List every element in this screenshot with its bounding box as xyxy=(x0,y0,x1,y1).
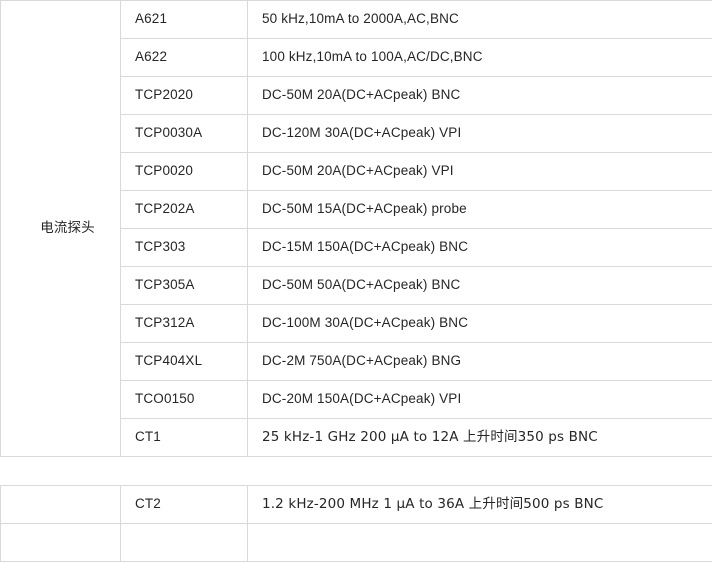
description-cell: DC-50M 50A(DC+ACpeak) BNC xyxy=(248,267,712,305)
model-cell: TCP2020 xyxy=(121,77,248,115)
description-cell: DC-100M 30A(DC+ACpeak) BNC xyxy=(248,305,712,343)
model-cell: A622 xyxy=(121,39,248,77)
model-cell: TCP305A xyxy=(121,267,248,305)
description-cell: 100 kHz,10mA to 100A,AC/DC,BNC xyxy=(248,39,712,77)
category-cell: 电流探头 xyxy=(1,1,121,457)
model-cell: TCP312A xyxy=(121,305,248,343)
description-cell: DC-2M 750A(DC+ACpeak) BNG xyxy=(248,343,712,381)
category-cell-continued xyxy=(1,524,121,562)
model-cell: TCP404XL xyxy=(121,343,248,381)
description-cell: 25 kHz-1 GHz 200 μA to 12A 上升时间350 ps BN… xyxy=(248,419,712,457)
table-row: CT2 1.2 kHz-200 MHz 1 μA to 36A 上升时间500 … xyxy=(1,486,712,524)
model-cell: TCP0020 xyxy=(121,153,248,191)
description-cell: DC-15M 150A(DC+ACpeak) BNC xyxy=(248,229,712,267)
description-cell: DC-50M 20A(DC+ACpeak) BNC xyxy=(248,77,712,115)
table-body-continued: CT2 1.2 kHz-200 MHz 1 μA to 36A 上升时间500 … xyxy=(1,486,712,562)
table-row xyxy=(1,524,712,562)
model-cell xyxy=(121,524,248,562)
description-cell xyxy=(248,524,712,562)
description-cell: DC-50M 20A(DC+ACpeak) VPI xyxy=(248,153,712,191)
category-cell-continued xyxy=(1,486,121,524)
table-row: 电流探头 A621 50 kHz,10mA to 2000A,AC,BNC xyxy=(1,1,712,39)
page-break-gap xyxy=(0,457,712,485)
description-cell: DC-20M 150A(DC+ACpeak) VPI xyxy=(248,381,712,419)
table-body: 电流探头 A621 50 kHz,10mA to 2000A,AC,BNC A6… xyxy=(1,1,712,457)
current-probe-spec-table-continued: CT2 1.2 kHz-200 MHz 1 μA to 36A 上升时间500 … xyxy=(0,485,712,562)
current-probe-spec-table: 电流探头 A621 50 kHz,10mA to 2000A,AC,BNC A6… xyxy=(0,0,712,457)
document-page: 电流探头 A621 50 kHz,10mA to 2000A,AC,BNC A6… xyxy=(0,0,712,521)
description-cell: 50 kHz,10mA to 2000A,AC,BNC xyxy=(248,1,712,39)
description-cell: 1.2 kHz-200 MHz 1 μA to 36A 上升时间500 ps B… xyxy=(248,486,712,524)
model-cell: CT2 xyxy=(121,486,248,524)
model-cell: TCP0030A xyxy=(121,115,248,153)
model-cell: TCO0150 xyxy=(121,381,248,419)
model-cell: CT1 xyxy=(121,419,248,457)
model-cell: TCP303 xyxy=(121,229,248,267)
model-cell: TCP202A xyxy=(121,191,248,229)
description-cell: DC-120M 30A(DC+ACpeak) VPI xyxy=(248,115,712,153)
description-cell: DC-50M 15A(DC+ACpeak) probe xyxy=(248,191,712,229)
model-cell: A621 xyxy=(121,1,248,39)
